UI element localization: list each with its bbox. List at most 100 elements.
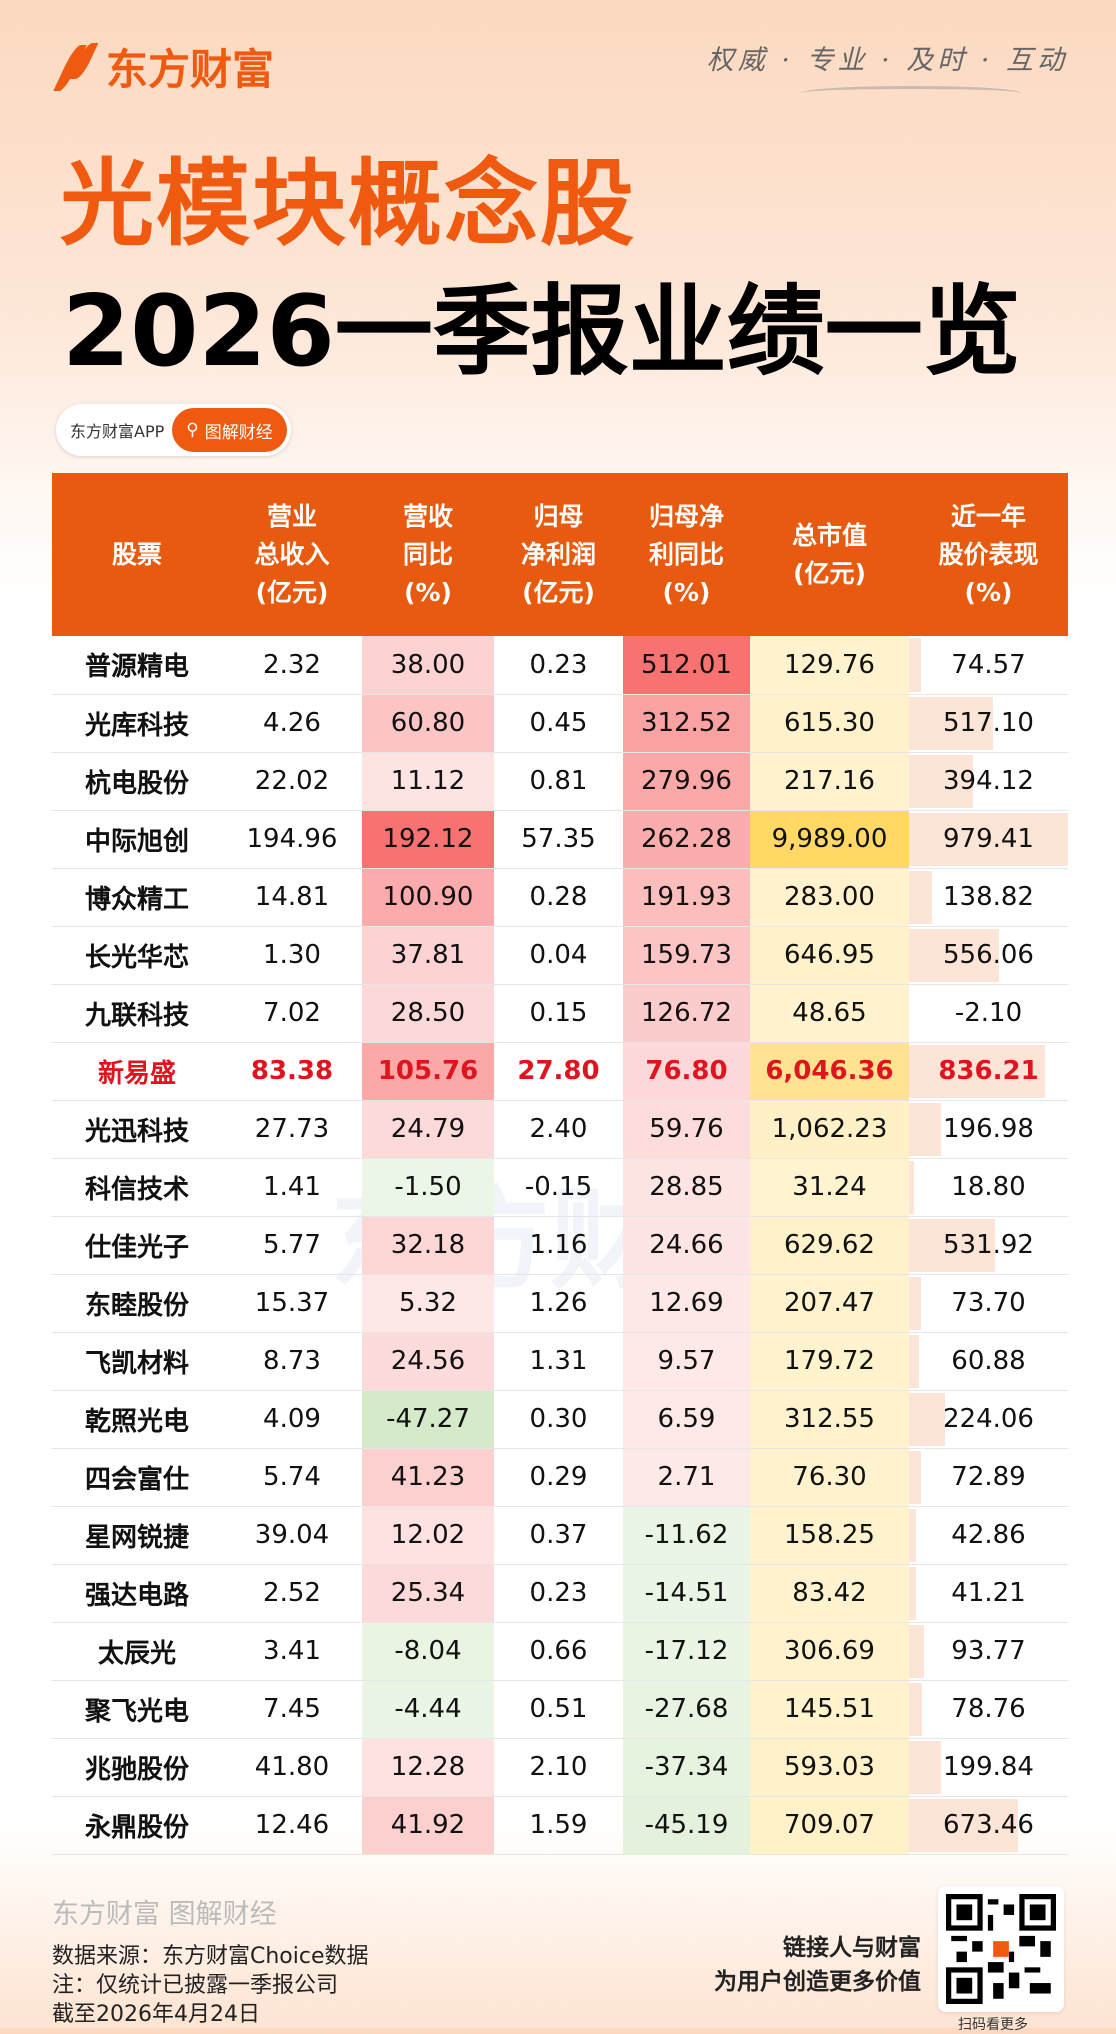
table-row: 乾照光电 4.09 -47.27 0.30 6.59 312.55 224.06 [52, 1390, 1068, 1449]
earnings-table: 股票 营业 总收入 (亿元) 营收 同比 (%) 归母 净利润 (亿元) 归母净 利同比… [52, 473, 1068, 1855]
table-row: 光迅科技 27.73 24.79 2.40 59.76 1,062.23 196.98 [52, 1100, 1068, 1159]
cell-value: 31.24 [792, 1172, 867, 1202]
table-cell: 12.02 [362, 1506, 494, 1565]
column-header: 近一年 股价表现 (%) [909, 473, 1068, 636]
table-cell: 105.76 [362, 1042, 494, 1101]
cell-value: 0.51 [529, 1694, 588, 1724]
stock-name: 东睦股份 [52, 1274, 222, 1333]
cell-value: 1.41 [263, 1172, 321, 1202]
cell-value: 11.12 [390, 766, 466, 796]
performance-bar [909, 812, 1068, 866]
cell-value: 306.69 [784, 1636, 875, 1666]
cell-value: 0.66 [529, 1636, 588, 1666]
cell-value: 12.46 [254, 1810, 330, 1840]
cell-value: 0.29 [529, 1462, 588, 1492]
table-cell: 531.92 [909, 1216, 1068, 1275]
cell-value: 159.73 [641, 940, 732, 970]
column-header: 归母净 利同比 (%) [623, 473, 750, 636]
table-row: 聚飞光电 7.45 -4.44 0.51 -27.68 145.51 78.76 [52, 1680, 1068, 1739]
table-cell: -47.27 [362, 1390, 494, 1449]
table-row: 中际旭创 194.96 192.12 57.35 262.28 9,989.00 979.4… [52, 810, 1068, 869]
cell-value: 105.76 [377, 1056, 479, 1086]
cell-value: 0.81 [529, 766, 588, 796]
cell-value: 25.34 [390, 1578, 466, 1608]
table-cell: 60.80 [362, 694, 494, 753]
performance-bar [909, 1044, 1045, 1098]
table-row: 光库科技 4.26 60.80 0.45 312.52 615.30 517.10 [52, 694, 1068, 753]
table-cell: 224.06 [909, 1390, 1068, 1449]
table-cell: 2.71 [623, 1448, 750, 1507]
cell-value: 646.95 [784, 940, 875, 970]
cell-value: 37.81 [390, 940, 466, 970]
performance-bar [909, 1392, 946, 1446]
table-cell: 0.23 [494, 636, 623, 695]
table-cell: -17.12 [623, 1622, 750, 1681]
table-cell: 709.07 [750, 1796, 909, 1855]
table-cell: 629.62 [750, 1216, 909, 1275]
cell-value: 138.82 [943, 882, 1034, 912]
table-cell: 138.82 [909, 868, 1068, 927]
cell-value: 14.81 [254, 882, 330, 912]
brand-name: 东方财富 [106, 45, 275, 94]
brand-logo: 东方财富 [53, 36, 275, 97]
table-cell: 3.41 [222, 1622, 362, 1681]
performance-bar [909, 754, 973, 808]
app-search-pill[interactable]: 东方财富APP ⚲ 图解财经 [56, 404, 291, 456]
table-row: 飞凯材料 8.73 24.56 1.31 9.57 179.72 60.88 [52, 1332, 1068, 1391]
table-cell: 0.15 [494, 984, 623, 1043]
cell-value: 196.98 [943, 1114, 1034, 1144]
table-cell: 283.00 [750, 868, 909, 927]
table-cell: 5.77 [222, 1216, 362, 1275]
stock-name: 光库科技 [52, 694, 222, 753]
cell-value: 199.84 [943, 1752, 1034, 1782]
table-cell: 192.12 [362, 810, 494, 869]
cell-value: 709.07 [784, 1810, 875, 1840]
table-cell: 673.46 [909, 1796, 1068, 1855]
cell-value: 乾照光电 [84, 1406, 189, 1437]
stock-name: 飞凯材料 [52, 1332, 222, 1391]
table-cell: 2.52 [222, 1564, 362, 1623]
table-cell: 48.65 [750, 984, 909, 1043]
cell-value: 27.80 [517, 1056, 600, 1086]
cell-value: 217.16 [784, 766, 875, 796]
cell-value: 41.23 [390, 1462, 466, 1492]
table-cell: 1.41 [222, 1158, 362, 1217]
cell-value: 192.12 [382, 824, 474, 854]
table-cell: 0.37 [494, 1506, 623, 1565]
cell-value: 41.80 [254, 1752, 330, 1782]
table-cell: 15.37 [222, 1274, 362, 1333]
table-cell: 14.81 [222, 868, 362, 927]
cell-value: 126.72 [641, 998, 732, 1028]
qr-code-image [946, 1894, 1056, 2004]
table-cell: 179.72 [750, 1332, 909, 1391]
search-button[interactable]: ⚲ 图解财经 [172, 408, 287, 452]
cell-value: 556.06 [943, 940, 1034, 970]
performance-bar [909, 1450, 921, 1504]
table-cell: 207.47 [750, 1274, 909, 1333]
table-cell: 4.09 [222, 1390, 362, 1449]
table-row: 普源精电 2.32 38.00 0.23 512.01 129.76 74.57 [52, 636, 1068, 695]
cell-value: -14.51 [644, 1578, 729, 1608]
performance-bar [909, 1218, 996, 1272]
cell-value: 仕佳光子 [84, 1232, 189, 1263]
cell-value: 28.85 [649, 1172, 724, 1202]
table-cell: 0.29 [494, 1448, 623, 1507]
table-cell: 0.45 [494, 694, 623, 753]
table-cell: 312.52 [623, 694, 750, 753]
cell-value: 四会富仕 [84, 1464, 189, 1495]
cell-value: 1.16 [529, 1230, 588, 1260]
cell-value: 979.41 [943, 824, 1034, 854]
stock-name: 新易盛 [52, 1042, 222, 1101]
cell-value: 0.28 [529, 882, 588, 912]
cell-value: 光库科技 [84, 710, 189, 741]
table-row: 太辰光 3.41 -8.04 0.66 -17.12 306.69 93.77 [52, 1622, 1068, 1681]
column-header: 归母 净利润 (亿元) [494, 473, 623, 636]
qr-code[interactable] [938, 1886, 1064, 2012]
cell-value: 5.32 [399, 1288, 457, 1318]
cell-value: 74.57 [951, 649, 1026, 680]
table-cell: 41.23 [362, 1448, 494, 1507]
table-cell: 42.86 [909, 1506, 1068, 1565]
column-header: 总市值 (亿元) [750, 473, 909, 636]
table-cell: 72.89 [909, 1448, 1068, 1507]
cell-value: 9,989.00 [771, 824, 888, 854]
